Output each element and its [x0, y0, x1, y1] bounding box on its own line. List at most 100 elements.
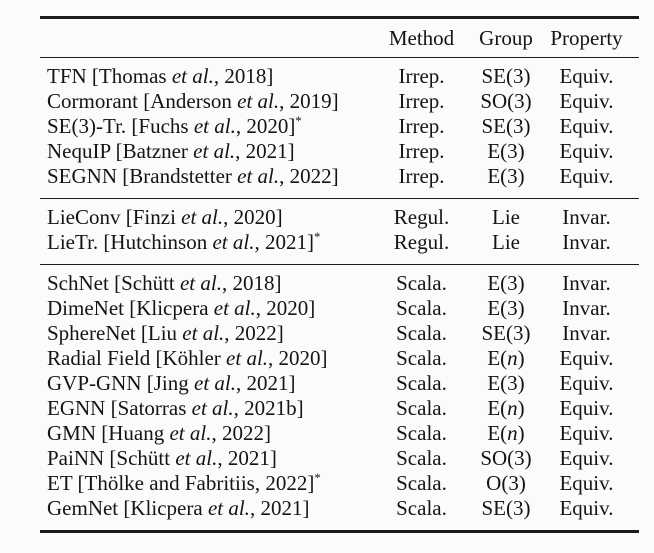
group-cell: E(3) [478, 296, 534, 321]
group-italic-n: n [507, 346, 518, 370]
table-row: TFN [Thomas et al., 2018] Irrep. SE(3) E… [40, 58, 639, 90]
group-cell: Lie [478, 199, 534, 231]
method-name-cell: Cormorant [Anderson et al., 2019] [40, 89, 365, 114]
citation-year-text: , 2021] [236, 371, 296, 395]
method-name-text: NequIP [Batzner [47, 139, 194, 163]
property-cell: Invar. [534, 230, 639, 265]
header-property: Property [550, 25, 623, 50]
table-section-scalarization: SchNet [Schütt et al., 2018] Scala. E(3)… [40, 264, 639, 532]
method-type-text: Irrep. [398, 164, 445, 188]
etal-italic-text: et al. [179, 271, 222, 295]
group-text: E( [487, 346, 508, 370]
method-type-text: Irrep. [398, 114, 445, 138]
group-cell: SE(3) [478, 58, 534, 90]
method-type-text: Scala. [396, 496, 447, 520]
property-text: Invar. [562, 321, 611, 345]
header-method: Method [388, 25, 455, 50]
method-name-text: PaiNN [Schütt [47, 446, 176, 470]
table-row: LieTr. [Hutchinson et al., 2021]* Regul.… [40, 230, 639, 265]
etal-italic-text: et al. [207, 496, 250, 520]
citation-year-text: , 2018] [213, 64, 274, 88]
group-text: O(3) [486, 471, 526, 495]
method-type-text: Irrep. [398, 64, 445, 88]
property-text: Invar. [562, 230, 611, 254]
header-name-empty [40, 18, 365, 58]
citation-year-text: , 2021] [249, 496, 310, 520]
method-type-cell: Scala. [365, 471, 478, 496]
etal-italic-text: et al. [193, 139, 236, 163]
group-cell: E(3) [478, 371, 534, 396]
method-name-cell: GVP-GNN [Jing et al., 2021] [40, 371, 365, 396]
group-cell: E(n) [478, 396, 534, 421]
property-cell: Equiv. [534, 496, 639, 532]
table-row: SEGNN [Brandstetter et al., 2022] Irrep.… [40, 164, 639, 199]
method-name-text: SphereNet [Liu [47, 321, 183, 345]
group-italic-n: n [507, 421, 518, 445]
property-text: Equiv. [559, 164, 614, 188]
etal-italic-text: et al. [194, 371, 236, 395]
property-cell: Equiv. [534, 471, 639, 496]
property-cell: Equiv. [534, 58, 639, 90]
method-name-text: EGNN [Satorras [47, 396, 192, 420]
method-type-cell: Irrep. [365, 139, 478, 164]
property-text: Invar. [562, 205, 611, 229]
method-name-text: DimeNet [Klicpera [47, 296, 214, 320]
property-cell: Equiv. [534, 346, 639, 371]
method-name-cell: ET [Thölke and Fabritiis, 2022]* [40, 471, 365, 496]
group-text: SE(3) [481, 64, 531, 88]
method-type-cell: Irrep. [365, 89, 478, 114]
table-row: NequIP [Batzner et al., 2021] Irrep. E(3… [40, 139, 639, 164]
group-italic-n: n [507, 396, 518, 420]
method-type-cell: Irrep. [365, 164, 478, 199]
table-row: Cormorant [Anderson et al., 2019] Irrep.… [40, 89, 639, 114]
etal-italic-text: et al. [169, 421, 212, 445]
etal-italic-text: et al. [226, 346, 269, 370]
method-type-cell: Scala. [365, 371, 478, 396]
etal-italic-text: et al. [181, 205, 224, 229]
citation-year-text: , 2020] [235, 114, 296, 138]
table-row: EGNN [Satorras et al., 2021b] Scala. E(n… [40, 396, 639, 421]
method-name-text: ET [Thölke and Fabritiis, 2022] [47, 471, 315, 495]
method-type-cell: Scala. [365, 496, 478, 532]
etal-italic-text: et al. [171, 64, 214, 88]
method-name-cell: LieConv [Finzi et al., 2020] [40, 199, 365, 231]
group-text: SE(3) [481, 321, 531, 345]
table-row: Radial Field [Köhler et al., 2020] Scala… [40, 346, 639, 371]
property-text: Equiv. [559, 371, 614, 395]
property-text: Equiv. [559, 139, 614, 163]
method-type-cell: Scala. [365, 396, 478, 421]
table-row: SE(3)-Tr. [Fuchs et al., 2020]* Irrep. S… [40, 114, 639, 139]
property-cell: Invar. [534, 199, 639, 231]
method-type-cell: Irrep. [365, 58, 478, 90]
table-header-row: Method Group Property [40, 18, 639, 58]
method-type-text: Scala. [396, 471, 447, 495]
method-type-text: Scala. [396, 421, 447, 445]
citation-year-text: , 2018] [221, 271, 282, 295]
method-name-text: LieTr. [Hutchinson [47, 230, 213, 254]
property-cell: Equiv. [534, 114, 639, 139]
table-row: SphereNet [Liu et al., 2022] Scala. SE(3… [40, 321, 639, 346]
group-text: E(3) [487, 371, 525, 395]
property-cell: Invar. [534, 265, 639, 297]
group-text: E(3) [487, 164, 525, 188]
method-name-text: TFN [Thomas [47, 64, 172, 88]
method-name-cell: GemNet [Klicpera et al., 2021] [40, 496, 365, 532]
asterisk-marker: * [295, 114, 302, 128]
method-type-text: Regul. [393, 205, 450, 229]
property-text: Invar. [562, 296, 611, 320]
property-text: Equiv. [559, 496, 614, 520]
property-text: Equiv. [559, 421, 614, 445]
property-text: Invar. [562, 271, 611, 295]
method-type-cell: Scala. [365, 265, 478, 297]
etal-italic-text: et al. [237, 89, 280, 113]
etal-italic-text: et al. [213, 296, 256, 320]
property-cell: Equiv. [534, 446, 639, 471]
method-name-cell: Radial Field [Köhler et al., 2020] [40, 346, 365, 371]
method-name-cell: LieTr. [Hutchinson et al., 2021]* [40, 230, 365, 265]
citation-year-text: , 2020] [255, 296, 316, 320]
table-row: GemNet [Klicpera et al., 2021] Scala. SE… [40, 496, 639, 532]
method-name-cell: EGNN [Satorras et al., 2021b] [40, 396, 365, 421]
group-cell: E(n) [478, 346, 534, 371]
method-type-cell: Scala. [365, 346, 478, 371]
method-type-text: Scala. [396, 271, 447, 295]
